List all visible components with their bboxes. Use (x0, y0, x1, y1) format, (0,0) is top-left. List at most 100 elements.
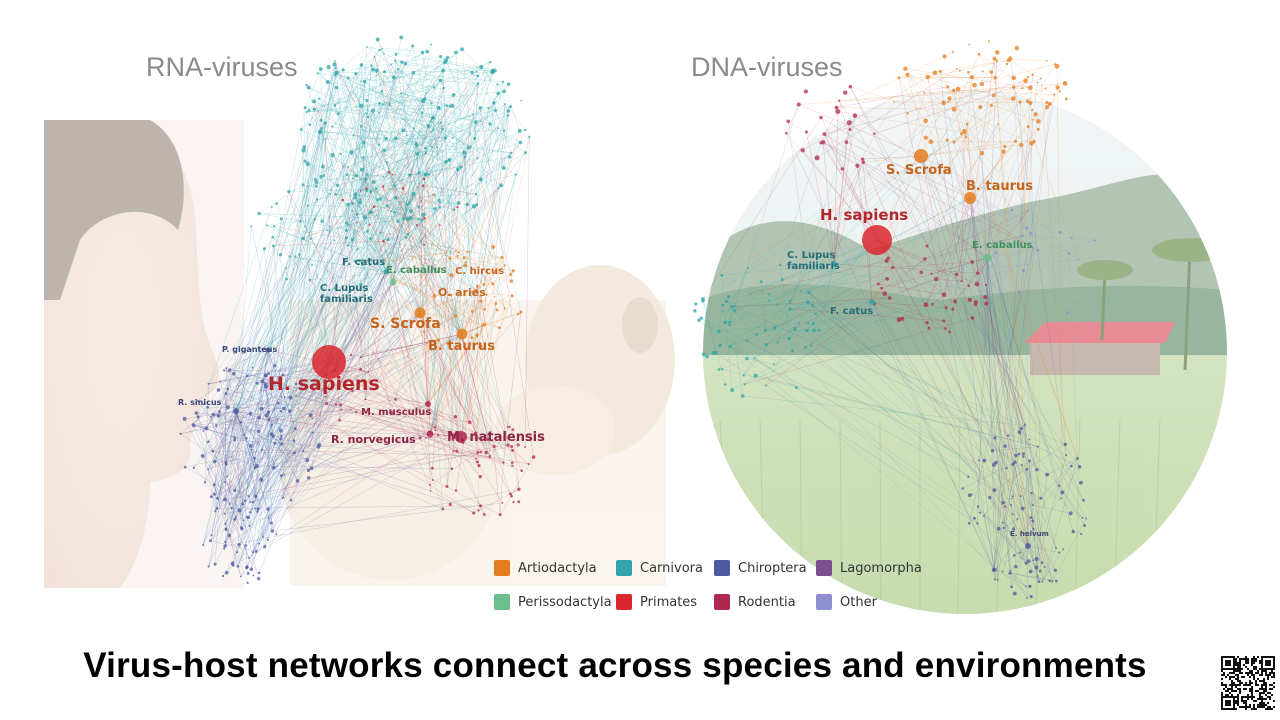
dna-edge (927, 60, 1009, 78)
rna-edge (392, 158, 478, 283)
rna-node (359, 356, 362, 359)
rna-node (250, 449, 253, 451)
dna-node (1019, 426, 1024, 431)
legend-swatch (494, 560, 510, 576)
dna-edge (734, 306, 1033, 506)
rna-node (281, 373, 285, 377)
rna-edge (409, 202, 485, 285)
dna-edge (954, 257, 988, 302)
rna-edge (244, 182, 317, 501)
dna-edge (824, 111, 839, 135)
rna-edge (392, 174, 514, 272)
dna-edge (981, 153, 998, 580)
rna-node (207, 565, 210, 568)
rna-edge (445, 113, 474, 139)
dna-edge (766, 301, 873, 345)
rna-node (484, 450, 488, 455)
rna-edge (235, 374, 283, 412)
rna-node (465, 261, 468, 264)
rna-node (267, 417, 271, 421)
rna-edge (423, 178, 498, 310)
rna-node (372, 205, 376, 209)
dna-edge (986, 240, 1096, 259)
rna-edge (254, 240, 335, 509)
rna-node (445, 251, 448, 254)
rna-edge (320, 67, 336, 177)
rna-edge (384, 71, 504, 83)
dna-edge (1036, 455, 1067, 568)
rna-edge (395, 197, 452, 295)
rna-edge (419, 115, 509, 314)
rna-node (218, 410, 221, 413)
rna-edge (351, 152, 458, 208)
dna-node (1034, 565, 1039, 570)
rna-node (379, 231, 382, 235)
dna-edge (871, 129, 1039, 303)
rna-edge (415, 143, 490, 458)
dna-node (925, 320, 929, 325)
dna-node (1024, 561, 1028, 565)
rna-edge (325, 396, 477, 459)
rna-edge (207, 407, 275, 444)
rna-node (497, 187, 500, 190)
rna-node (430, 43, 433, 46)
dna-edge (949, 98, 1078, 459)
rna-edge (300, 123, 326, 222)
dna-edge (1003, 527, 1029, 547)
dna-edge (798, 87, 1031, 105)
rna-node (368, 210, 373, 215)
rna-node (528, 135, 531, 138)
rna-node (502, 89, 506, 94)
dna-node (984, 301, 989, 306)
rna-edge (289, 410, 295, 453)
dna-edge (1010, 545, 1029, 572)
dna-node (951, 106, 957, 112)
rna-node (439, 201, 442, 204)
rna-node (496, 83, 499, 86)
dna-edge (876, 239, 973, 319)
dna-node (1001, 500, 1005, 505)
rna-edge (214, 188, 404, 565)
rna-edge (429, 130, 520, 435)
dna-edge (928, 328, 993, 451)
rna-edge (402, 188, 425, 246)
dna-node (1040, 561, 1044, 565)
rna-edge (348, 206, 440, 225)
dna-edge (972, 261, 1003, 294)
rna-node (462, 150, 467, 155)
dna-node (983, 295, 988, 299)
dna-node (996, 123, 999, 126)
rna-edge (196, 412, 489, 440)
rna-edge (211, 410, 282, 497)
rna-node (447, 158, 451, 162)
dna-edge (969, 197, 1053, 582)
rna-edge (405, 237, 435, 296)
rna-edge (442, 70, 456, 417)
rna-node (494, 302, 498, 306)
dna-panel-title: DNA-viruses (691, 52, 843, 82)
rna-node (368, 237, 372, 241)
dna-node (968, 43, 971, 46)
rna-node (226, 405, 230, 410)
rna-node (209, 539, 213, 543)
rna-node (251, 500, 255, 504)
rna-edge (224, 408, 262, 543)
rna-edge (258, 110, 374, 432)
dna-node (942, 319, 946, 323)
rna-node (511, 428, 515, 432)
dna-edge (833, 142, 847, 265)
dna-node (956, 68, 958, 70)
rna-node (265, 224, 268, 227)
dna-edge (1009, 572, 1057, 582)
dna-edge (940, 71, 975, 86)
rna-edge (343, 104, 390, 167)
rna-edge (210, 540, 257, 552)
rna-edge (235, 410, 269, 541)
rna-node (365, 187, 368, 190)
rna-edge (316, 181, 447, 253)
rna-edge (481, 65, 505, 169)
rna-edge (265, 375, 282, 437)
rna-edge (258, 271, 387, 574)
rna-node (226, 475, 229, 478)
rna-edge (273, 399, 366, 469)
